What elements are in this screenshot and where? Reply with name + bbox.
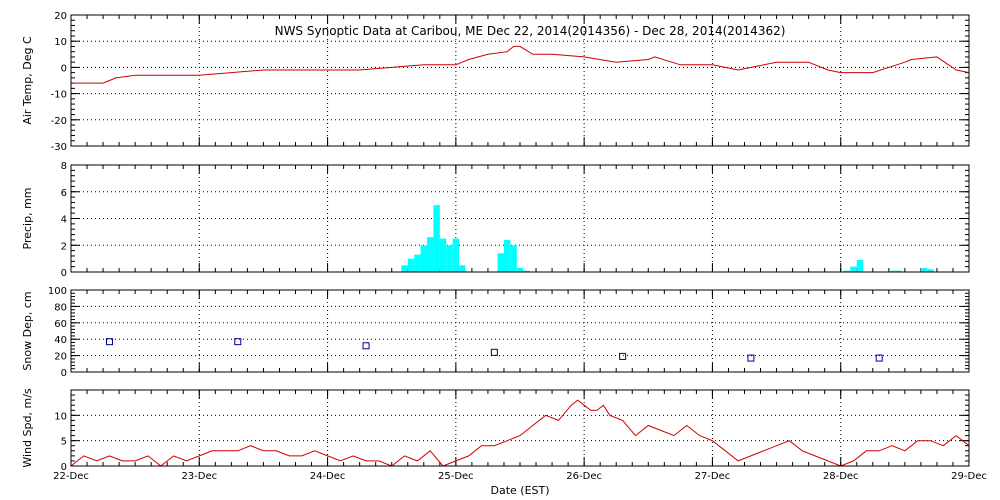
y-tick-label: -10 [51, 90, 67, 101]
precip-bar [920, 267, 928, 272]
precip-bar [510, 245, 517, 272]
y-tick-label: 10 [54, 37, 67, 48]
y-axis-title: Wind Spd, m/s [21, 388, 34, 468]
x-tick-label: 26-Dec [566, 471, 602, 482]
snow-depth-point [619, 352, 627, 360]
x-tick-label: 29-Dec [951, 471, 987, 482]
precip-bar [407, 258, 415, 272]
x-tick-label: 23-Dec [181, 471, 217, 482]
precip-bar [843, 270, 851, 272]
series-line-0 [70, 399, 970, 467]
x-tick-label: 27-Dec [695, 471, 731, 482]
y-tick-label: -30 [51, 142, 67, 153]
y-axis-title: Air Temp, Deg C [21, 36, 34, 125]
precip-bar [895, 270, 902, 272]
precip-bar [401, 265, 408, 272]
precip-bar [850, 266, 857, 272]
figure-title: NWS Synoptic Data at Caribou, ME Dec 22,… [275, 24, 786, 38]
precip-bar [426, 237, 434, 272]
panel-frame [70, 389, 970, 467]
snow-depth-point [875, 354, 883, 362]
y-tick-label: 0 [61, 462, 67, 473]
panel-frame [70, 14, 970, 147]
y-tick-label: 20 [54, 352, 67, 363]
y-tick-label: 0 [61, 368, 67, 379]
panel-temp: -30 -20 -10 0 10 20 Air Temp, Deg C [21, 11, 970, 153]
y-axis-title: Snow Dep, cm [21, 291, 34, 370]
x-tick-label: 24-Dec [310, 471, 346, 482]
snow-depth-point [362, 342, 370, 350]
y-tick-label: 20 [54, 11, 67, 22]
precip-bar [523, 270, 530, 272]
panel-frame [70, 289, 970, 373]
precip-bar [446, 245, 453, 272]
snow-depth-point [234, 338, 242, 346]
precip-bar [503, 239, 511, 272]
y-tick-label: 8 [61, 161, 67, 172]
x-tick-label: 22-Dec [53, 471, 89, 482]
x-tick-label: 25-Dec [438, 471, 474, 482]
y-tick-label: 4 [61, 215, 67, 226]
precip-bar [927, 269, 934, 272]
precip-bar [459, 265, 466, 272]
y-tick-label: 60 [54, 319, 67, 330]
panel-frame [70, 164, 970, 273]
y-tick-label: 6 [61, 188, 67, 199]
precip-bar [420, 245, 427, 272]
series-line-0 [71, 45, 970, 84]
precip-bar [414, 254, 421, 272]
y-tick-label: 2 [61, 241, 67, 252]
y-tick-label: -20 [51, 116, 67, 127]
precip-bar [439, 238, 447, 272]
y-tick-label: 80 [54, 302, 67, 313]
y-tick-label: 0 [61, 268, 67, 279]
y-tick-label: 10 [54, 411, 67, 422]
precip-bar [452, 238, 460, 272]
snow-depth-point [105, 338, 113, 346]
x-tick-label: 28-Dec [823, 471, 859, 482]
precip-bar [888, 270, 896, 272]
precip-bar [433, 205, 440, 272]
chart-panels: -30 -20 -10 0 10 20 Air Temp, Deg C 0 2 4 6 8 Precip… [21, 11, 987, 482]
y-tick-label: 5 [61, 437, 67, 448]
y-tick-label: 0 [61, 63, 67, 74]
panel-wind: 0 5 10 Wind Spd, m/s [21, 388, 970, 473]
panel-precip: 0 2 4 6 8 Precip, mm [21, 161, 970, 279]
snow-depth-point [490, 348, 498, 356]
y-axis-title: Precip, mm [21, 188, 34, 250]
y-tick-label: 40 [54, 335, 67, 346]
precip-bar [497, 253, 504, 272]
y-tick-label: 100 [48, 286, 67, 297]
precip-bar [856, 259, 864, 272]
panel-snow: 0 20 40 60 80 100 Snow Dep, cm [21, 286, 970, 379]
snow-depth-point [747, 354, 755, 362]
precip-bar [516, 267, 524, 272]
x-axis-title: Date (EST) [490, 484, 549, 497]
